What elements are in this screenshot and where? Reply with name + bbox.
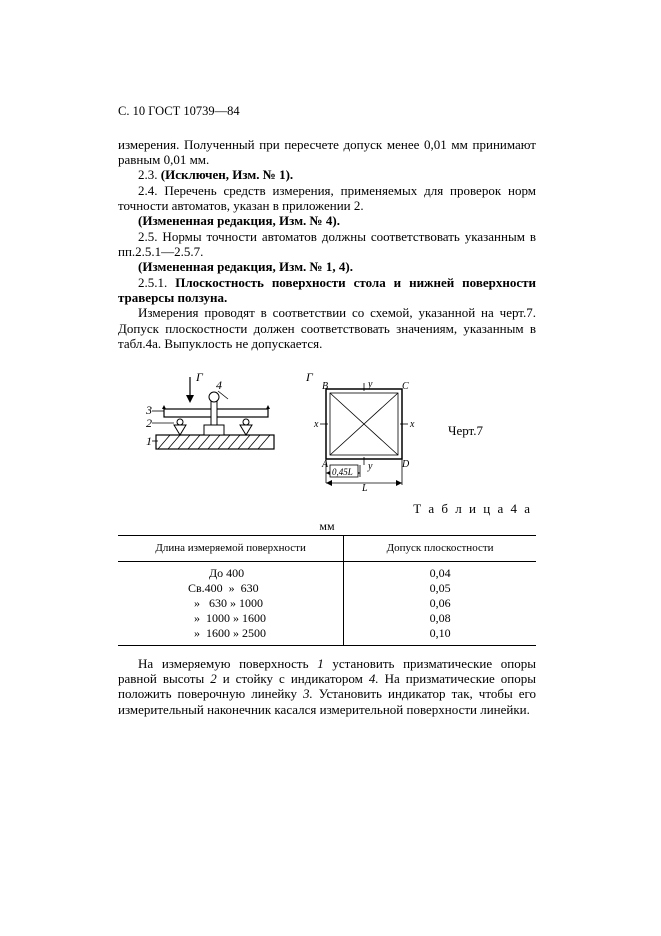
label-x1: x xyxy=(313,419,319,430)
para-5: 2.5. Нормы точности автоматов должны соо… xyxy=(118,229,536,260)
table-unit: мм xyxy=(118,519,536,533)
footer-italic-run: 4. xyxy=(369,671,379,686)
table-cell-tol: 0,10 xyxy=(344,626,536,646)
para-4: (Измененная редакция, Изм. № 4). xyxy=(118,213,536,228)
label-1: 1 xyxy=(146,434,152,448)
para-8: Измерения проводят в соответствии со схе… xyxy=(118,305,536,351)
table-cell-len: Св.400 » 630 xyxy=(118,581,344,596)
figure-7: Г 3 2 1 4 B C A D x xyxy=(118,365,536,495)
table-row: Св.400 » 630 0,05 xyxy=(118,581,536,596)
label-045L: 0,45L xyxy=(332,467,353,477)
label-x2: x xyxy=(409,419,415,430)
table-cell-tol: 0,08 xyxy=(344,611,536,626)
label-C: C xyxy=(402,381,409,392)
para-3: 2.4. Перечень средств измерения, применя… xyxy=(118,183,536,214)
table-row: » 1000 » 1600 0,08 xyxy=(118,611,536,626)
para-2-num: 2.3. xyxy=(138,167,161,182)
para-7: 2.5.1. Плоскостность поверхности стола и… xyxy=(118,275,536,306)
content-block: С. 10 ГОСТ 10739—84 измерения. Полученны… xyxy=(118,104,536,717)
label-B: B xyxy=(322,381,328,392)
table-4a: Длина измеряемой поверхности Допуск плос… xyxy=(118,535,536,646)
table-cell-tol: 0,05 xyxy=(344,581,536,596)
figure-svg: Г 3 2 1 4 B C A D x xyxy=(146,365,426,495)
para-1: измерения. Полученный при пересчете допу… xyxy=(118,137,536,168)
table-row: До 400 0,04 xyxy=(118,561,536,581)
table-cell-len: » 1600 » 2500 xyxy=(118,626,344,646)
label-gamma-2: Г xyxy=(305,370,314,384)
label-3: 3 xyxy=(146,403,152,417)
table-cell-len: » 1000 » 1600 xyxy=(118,611,344,626)
table-col1-header: Длина измеряемой поверхности xyxy=(118,535,344,561)
label-A: A xyxy=(321,459,329,470)
label-4: 4 xyxy=(216,378,222,392)
para-2: 2.3. (Исключен, Изм. № 1). xyxy=(118,167,536,182)
label-y2: y xyxy=(367,461,373,472)
footer-para: На измеряемую поверхность 1 установить п… xyxy=(118,656,536,717)
para-7-num: 2.5.1. xyxy=(138,275,175,290)
footer-text-run: На измеряемую поверхность xyxy=(138,656,317,671)
table-cell-len: До 400 xyxy=(118,561,344,581)
table-col2-header: Допуск плоскостности xyxy=(344,535,536,561)
page: С. 10 ГОСТ 10739—84 измерения. Полученны… xyxy=(0,0,661,936)
page-header: С. 10 ГОСТ 10739—84 xyxy=(118,104,536,119)
table-title: Т а б л и ц а 4 а xyxy=(118,501,536,516)
table-row: » 630 » 1000 0,06 xyxy=(118,596,536,611)
table-row: » 1600 » 2500 0,10 xyxy=(118,626,536,646)
label-gamma-1: Г xyxy=(195,370,204,384)
table-cell-len: » 630 » 1000 xyxy=(118,596,344,611)
table-cell-tol: 0,06 xyxy=(344,596,536,611)
label-L: L xyxy=(361,483,368,494)
para-7-bold: Плоскостность поверхности стола и нижней… xyxy=(118,275,536,305)
figure-caption: Черт.7 xyxy=(448,423,483,438)
table-cell-tol: 0,04 xyxy=(344,561,536,581)
label-2: 2 xyxy=(146,416,152,430)
footer-italic-run: 3. xyxy=(303,686,313,701)
label-y1: y xyxy=(367,379,373,390)
para-2-bold: (Исключен, Изм. № 1). xyxy=(161,167,293,182)
para-6: (Измененная редакция, Изм. № 1, 4). xyxy=(118,259,536,274)
footer-text-run: и стойку с индикатором xyxy=(217,671,369,686)
